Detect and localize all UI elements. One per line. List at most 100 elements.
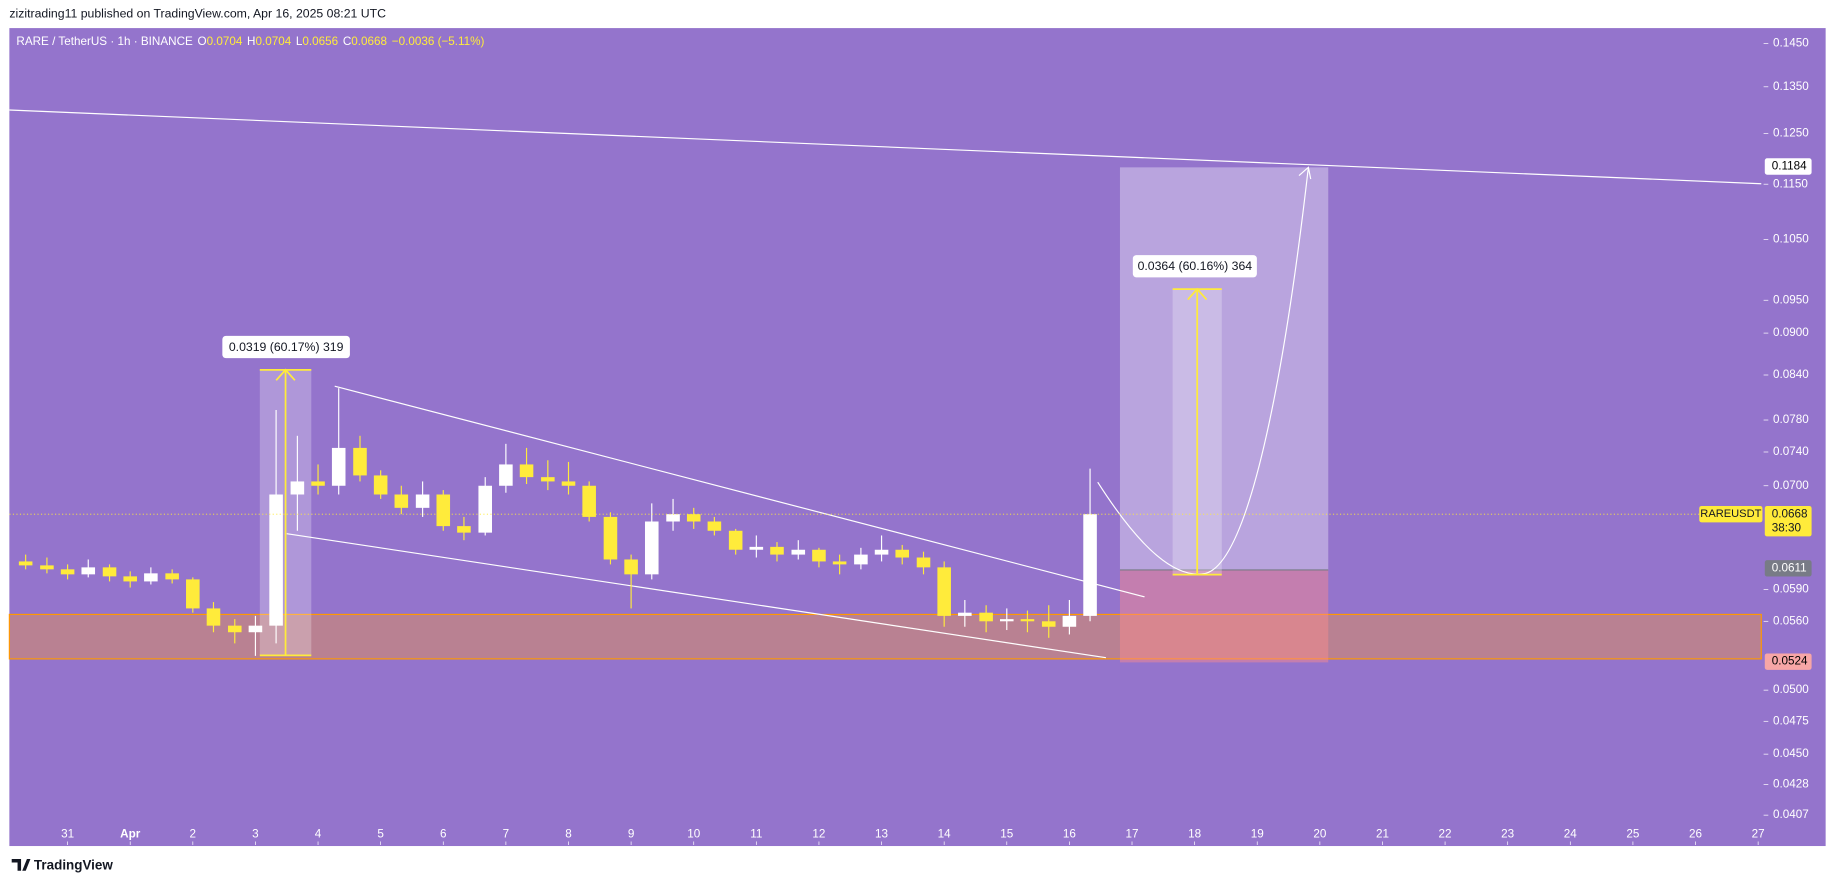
measure-label-box: [222, 335, 350, 359]
x-tick-label: 2: [190, 828, 197, 841]
ohlc-value: 0.0704: [255, 35, 291, 48]
y-tick-label: 0.1450: [1773, 36, 1809, 49]
candle-body: [624, 559, 638, 575]
candle-body: [248, 625, 263, 633]
x-tick-label: 5: [377, 828, 384, 841]
price-label-box: [1764, 653, 1812, 670]
candle-body: [478, 485, 493, 533]
candle-body: [728, 530, 743, 550]
x-tick-label: 25: [1626, 828, 1639, 841]
candle-body: [541, 477, 555, 482]
y-tick-label: 0.1050: [1773, 233, 1809, 246]
ohlc-label: H: [247, 35, 255, 48]
measure-label: 0.0319 (60.17%) 319: [229, 340, 344, 354]
y-tick-label: 0.0450: [1773, 747, 1809, 760]
symbol-label: RAREUSDT: [1700, 508, 1761, 520]
candle-body: [707, 521, 722, 531]
overlay-drawings: 0.0319 (60.17%) 319 0.0364 (60.16%) 364: [222, 166, 1312, 657]
candle-body: [18, 561, 33, 566]
candles: [18, 388, 1097, 656]
candle-body: [916, 557, 931, 568]
y-tick-label: 0.0740: [1773, 445, 1809, 458]
candle-body: [937, 567, 951, 616]
x-tick-label: 8: [565, 828, 572, 841]
axes: 0.1450 0.1350 0.1250 0.1150 0.1050 0.0950 0.09…: [9, 36, 1812, 845]
candle-body: [457, 526, 471, 533]
x-tick-label: 21: [1376, 828, 1389, 841]
candle-body: [394, 494, 409, 508]
candle-body: [123, 576, 137, 582]
candle-body: [373, 475, 388, 495]
candle-body: [353, 447, 367, 476]
ohlc-value: 0.0668: [351, 35, 387, 48]
candle-body: [644, 521, 659, 575]
candle-body: [1000, 619, 1014, 622]
measure-arrow: [1187, 287, 1208, 301]
candle-body: [686, 514, 701, 522]
ohlc-label: O: [198, 35, 207, 48]
candle-body: [958, 612, 972, 616]
symbol-title: RARE / TetherUS · 1h · BINANCE: [16, 35, 193, 48]
x-tick-label: 11: [750, 828, 762, 841]
y-tick-label: 0.0500: [1773, 683, 1809, 696]
candle-body: [749, 546, 764, 550]
x-tick-label: 9: [628, 828, 635, 841]
footer-bar: [0, 846, 1835, 883]
drawings: [8, 109, 1762, 663]
y-tick-label: 0.0407: [1773, 808, 1809, 821]
price-label-box: [1764, 560, 1812, 577]
x-tick-label: 12: [812, 828, 825, 841]
x-tick-label: 24: [1564, 828, 1577, 841]
brand-logo: [11, 859, 31, 871]
x-tick-label: 23: [1501, 828, 1514, 841]
candle-body: [206, 608, 221, 626]
x-tick-label: 31: [61, 828, 74, 841]
candle-body: [81, 567, 96, 575]
candle-body: [519, 464, 534, 478]
y-tick-label: 0.1350: [1773, 80, 1809, 93]
brand: TradingView: [34, 858, 113, 873]
y-tick-label: 0.0700: [1773, 479, 1809, 492]
candle-body: [874, 549, 889, 555]
ohlc-value: 0.0656: [302, 35, 338, 48]
y-tick-label: 0.0560: [1773, 614, 1809, 627]
projection-arrow: [1298, 166, 1312, 180]
measure-arrow: [275, 368, 296, 381]
x-tick-label: 6: [440, 828, 447, 841]
wedge-upper: [334, 385, 1145, 598]
y-tick-label: 0.0900: [1773, 326, 1809, 339]
candle-body: [269, 494, 283, 626]
y-tick-label: 0.1250: [1773, 127, 1809, 140]
candle-body: [40, 565, 54, 570]
price-label: 0.0611: [1772, 561, 1807, 574]
candle-body: [227, 625, 242, 633]
publisher-line: zizitrading11 published on TradingView.c…: [9, 6, 386, 20]
candle-body: [60, 569, 75, 575]
candle-body: [436, 494, 451, 527]
x-tick-label: 14: [938, 828, 951, 841]
ohlc-label: L: [296, 35, 303, 48]
trend-line: [9, 109, 1762, 185]
last-price-box: [1764, 505, 1812, 537]
candle-body: [311, 481, 325, 486]
x-tick-label: 22: [1439, 828, 1452, 841]
candle-body: [165, 573, 179, 580]
candle-body: [666, 514, 680, 522]
ohlc-label: C: [343, 35, 351, 48]
measure-label: 0.0364 (60.16%) 364: [1138, 259, 1253, 273]
x-tick-label: 19: [1251, 828, 1264, 841]
x-tick-label: 16: [1063, 828, 1076, 841]
x-tick-label: 27: [1752, 828, 1765, 841]
candle-body: [102, 567, 117, 577]
ohlc-value: 0.0704: [207, 35, 243, 48]
y-tick-label: 0.0840: [1773, 368, 1809, 381]
candle-body: [186, 579, 200, 609]
candle-body: [1083, 514, 1097, 616]
plot-background: [9, 28, 1826, 847]
y-tick-label: 0.0428: [1773, 778, 1809, 791]
candle-body: [1041, 621, 1056, 627]
x-tick-label: 17: [1126, 828, 1139, 841]
y-tick-label: 0.1150: [1773, 177, 1808, 190]
